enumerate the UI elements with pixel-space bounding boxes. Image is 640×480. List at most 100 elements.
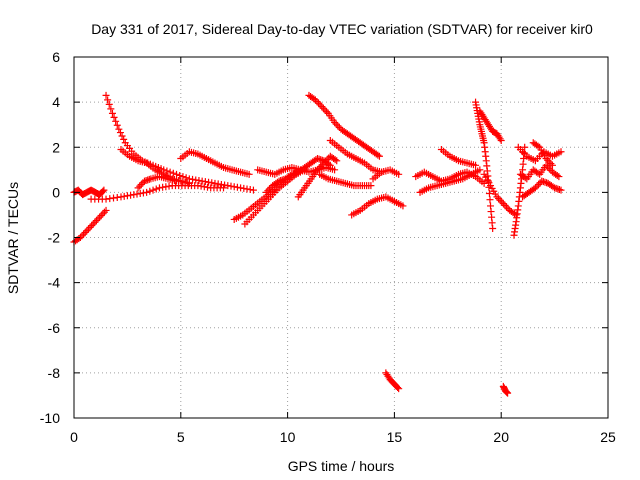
series-arc-28 (516, 161, 563, 183)
data-point-marker (548, 161, 556, 169)
data-point-marker (395, 170, 403, 178)
y-tick-label: -4 (48, 275, 61, 291)
data-point-marker (534, 169, 542, 177)
data-point-marker (136, 182, 144, 190)
data-point-marker (375, 152, 383, 160)
data-point-marker (318, 103, 326, 111)
series-arc-17 (369, 166, 403, 183)
data-point-marker (110, 113, 118, 121)
series-arc-21 (437, 146, 480, 169)
data-point-marker (89, 220, 97, 228)
data-point-marker (94, 215, 102, 223)
data-point-marker (116, 129, 124, 137)
series-arc-14 (326, 136, 386, 176)
data-point-marker (315, 99, 323, 107)
data-point-marker (102, 91, 110, 99)
x-axis-ticks: 0 5 10 15 20 25 (70, 57, 616, 445)
x-tick-label: 10 (280, 429, 296, 445)
data-point-marker (102, 206, 110, 214)
data-point-marker (533, 182, 541, 190)
x-tick-label: 25 (600, 429, 616, 445)
x-tick-label: 0 (70, 429, 78, 445)
data-point-marker (534, 142, 542, 150)
series-arc-04 (87, 182, 228, 203)
data-point-marker (182, 174, 190, 182)
series-arc-07 (177, 148, 253, 178)
data-point-marker (496, 135, 504, 143)
data-point-marker (320, 159, 328, 167)
data-point-marker (321, 106, 329, 114)
data-point-marker (501, 201, 509, 209)
data-point-marker (176, 171, 184, 179)
data-point-marker (245, 170, 253, 178)
data-point-marker (316, 101, 324, 109)
data-point-marker (112, 117, 120, 125)
series-arc-24 (480, 170, 520, 219)
data-point-marker (535, 180, 543, 188)
data-point-marker (86, 223, 94, 231)
data-point-marker (333, 157, 341, 165)
data-point-marker (99, 210, 107, 218)
data-point-marker (152, 185, 160, 193)
data-point-marker (169, 169, 177, 177)
data-point-marker (108, 109, 116, 117)
data-point-marker (273, 178, 281, 186)
data-point-marker (503, 203, 511, 211)
data-point-marker (173, 177, 181, 185)
data-point-marker (311, 96, 319, 104)
data-point-marker (557, 186, 565, 194)
data-point-marker (319, 104, 327, 112)
data-point-marker (542, 161, 550, 169)
data-point-marker (318, 161, 326, 169)
x-tick-label: 5 (177, 429, 185, 445)
data-point-marker (99, 187, 107, 195)
chart-title: Day 331 of 2017, Sidereal Day-to-day VTE… (91, 21, 593, 37)
data-point-marker (134, 184, 142, 192)
series-arc-27 (514, 143, 565, 165)
data-point-marker (476, 166, 484, 174)
data-point-marker (521, 174, 529, 182)
data-point-marker (521, 143, 529, 151)
data-point-marker (544, 156, 552, 164)
data-point-marker (264, 187, 272, 195)
data-point-marker (497, 136, 505, 144)
data-point-marker (374, 151, 382, 159)
data-point-marker (80, 230, 88, 238)
data-point-marker (331, 118, 339, 126)
series-arc-30 (529, 139, 556, 169)
data-point-marker (555, 173, 563, 181)
y-axis-label: SDTVAR / TECUs (5, 182, 21, 294)
data-point-marker (553, 171, 561, 179)
data-point-marker (100, 208, 108, 216)
data-point-marker (322, 157, 330, 165)
series-arc-02 (70, 186, 108, 199)
data-point-marker (265, 185, 273, 193)
series-arc-12 (294, 152, 341, 201)
data-point-marker (100, 186, 108, 194)
y-axis-ticks: -10 -8 -6 -4 -2 0 2 4 6 (40, 49, 608, 426)
data-point-marker (249, 186, 257, 194)
data-point-marker (313, 98, 321, 106)
data-point-marker (88, 222, 96, 230)
data-point-marker (84, 225, 92, 233)
data-point-marker (395, 385, 403, 393)
y-tick-label: 2 (52, 139, 60, 155)
y-tick-label: 4 (52, 94, 60, 110)
data-point-marker (334, 122, 342, 130)
data-point-marker (220, 184, 228, 192)
data-point-marker (163, 167, 171, 175)
data-point-marker (557, 148, 565, 156)
data-point-marker (504, 389, 512, 397)
data-point-marker (323, 156, 331, 164)
data-points (70, 91, 565, 397)
data-point-marker (486, 196, 494, 204)
data-point-marker (105, 100, 113, 108)
y-tick-label: -10 (40, 410, 60, 426)
series-arc-25 (499, 382, 512, 397)
data-point-marker (91, 218, 99, 226)
data-point-marker (185, 179, 193, 187)
series-arc-13 (305, 91, 383, 160)
data-point-marker (78, 232, 86, 240)
data-point-marker (262, 188, 270, 196)
